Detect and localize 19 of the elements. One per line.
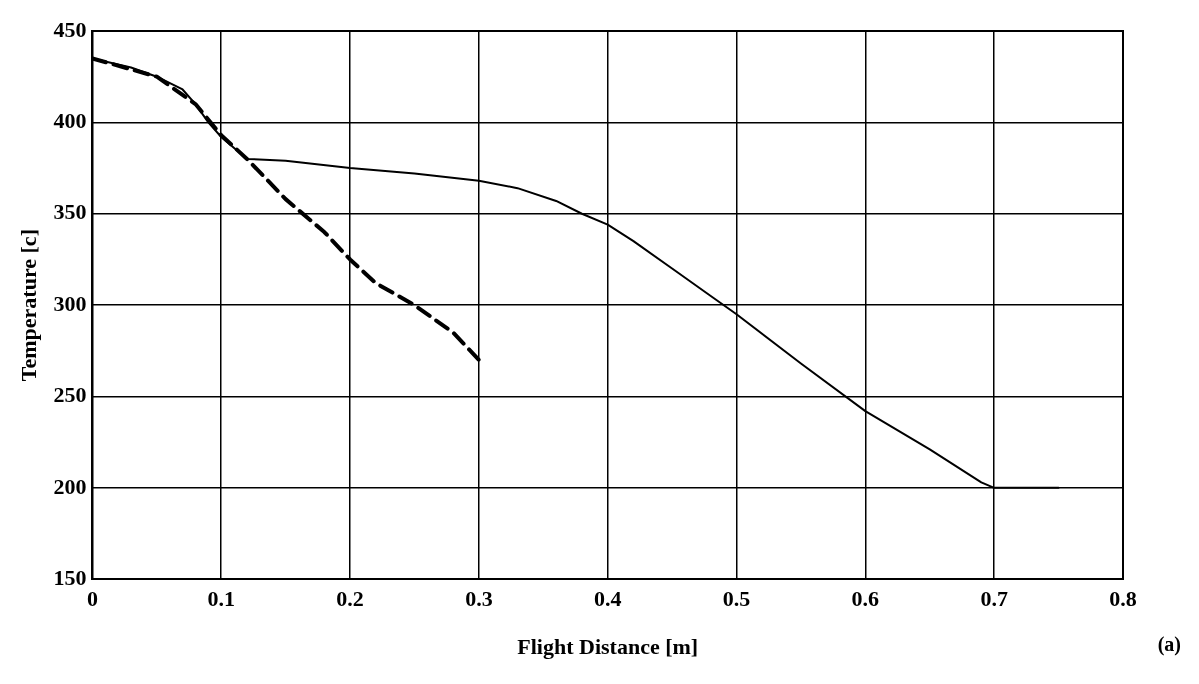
- y-tick-label: 200: [53, 473, 87, 499]
- x-tick-label: 0.4: [593, 586, 622, 612]
- x-tick-label: 0: [86, 586, 98, 612]
- x-tick-label: 0.5: [722, 586, 751, 612]
- x-tick-label: 0.1: [207, 586, 235, 612]
- y-tick-label: 450: [53, 16, 87, 42]
- y-tick-label: 250: [53, 382, 87, 408]
- x-tick-label: 0.7: [980, 586, 1008, 612]
- x-tick-label: 0.3: [465, 586, 493, 612]
- x-tick-label: 0.2: [336, 586, 364, 612]
- x-axis-title: Flight Distance [m]: [517, 634, 699, 660]
- y-tick-label: 350: [53, 199, 87, 225]
- y-tick-label: 150: [53, 564, 87, 590]
- text: (a): [1157, 633, 1181, 657]
- y-tick-label: 400: [53, 108, 87, 134]
- y-tick-label: 300: [53, 290, 87, 316]
- x-tick-label: 0.8: [1109, 586, 1137, 612]
- x-tick-label: 0.6: [851, 586, 880, 612]
- y-axis-title: Temperature [c]: [15, 229, 41, 382]
